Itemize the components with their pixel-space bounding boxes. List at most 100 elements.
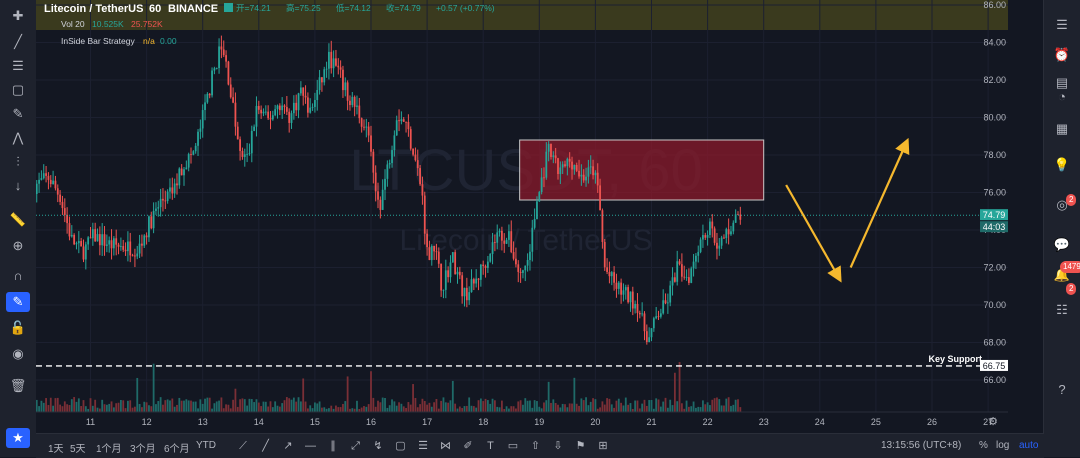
- volume-bar: [638, 408, 641, 412]
- candle-body: [105, 244, 108, 246]
- candle-body: [255, 105, 258, 127]
- hotlist-icon[interactable]: ☷: [1056, 302, 1068, 317]
- timeframe-4[interactable]: 6个月: [164, 444, 190, 455]
- resistance-zone[interactable]: [519, 139, 765, 201]
- clock-readout[interactable]: 13:15:56 (UTC+8): [881, 440, 962, 451]
- annotation-icon[interactable]: ✎: [12, 106, 24, 121]
- chat-icon[interactable]: 💬: [1053, 237, 1071, 252]
- auto-toggle[interactable]: auto: [1019, 440, 1039, 451]
- candle-body: [578, 170, 580, 177]
- candle-body: [183, 169, 185, 176]
- candle-body: [241, 150, 244, 157]
- data-window-icon[interactable]: ▤: [1055, 75, 1069, 90]
- path-icon[interactable]: ↯: [373, 440, 383, 452]
- watchlist-icon[interactable]: ☰: [1056, 17, 1068, 32]
- magnet-icon[interactable]: ∩: [13, 268, 23, 283]
- volume-bar: [255, 399, 258, 412]
- prediction-icon[interactable]: ⫶: [16, 154, 20, 169]
- volume-bar: [547, 381, 550, 412]
- zoom-icon[interactable]: ⊕: [12, 238, 24, 253]
- volume-bar: [276, 405, 279, 412]
- time-tick-label: 19: [534, 417, 544, 427]
- log-toggle[interactable]: log: [996, 440, 1010, 451]
- timeframe-2[interactable]: 1个月: [96, 444, 122, 455]
- volume-bar: [157, 401, 160, 412]
- price-chart[interactable]: LTCUSDT, 60 Litecoin / TetherUS Key Supp…: [36, 0, 1012, 433]
- crosshair-icon[interactable]: ✚: [12, 8, 24, 23]
- candle-body: [482, 264, 485, 267]
- volume-bar: [178, 397, 181, 412]
- candle-body: [587, 167, 590, 177]
- clock-icon[interactable]: ◔: [1058, 89, 1066, 104]
- pattern-icon[interactable]: ⋀: [12, 130, 24, 145]
- volume-bar: [566, 407, 569, 412]
- eye-icon[interactable]: ◉: [12, 346, 24, 361]
- projection-arrows[interactable]: [785, 137, 910, 283]
- candle-body: [423, 195, 426, 234]
- volume-bar: [702, 400, 704, 412]
- timeframe-0[interactable]: 1天: [48, 444, 64, 455]
- trend-icon[interactable]: ⤢: [351, 440, 360, 452]
- draw-icon[interactable]: ⟋: [239, 440, 247, 452]
- fib-tool-icon[interactable]: ☰: [418, 440, 428, 452]
- volume-bar: [678, 362, 681, 412]
- flag-icon[interactable]: ⚑: [575, 440, 586, 452]
- trash-icon[interactable]: 🗑: [9, 378, 27, 393]
- ruler-icon[interactable]: 📏: [9, 212, 27, 227]
- volume-bar: [115, 403, 118, 412]
- volume-bar: [278, 406, 281, 412]
- trend-line-icon[interactable]: ╱: [14, 34, 22, 49]
- ideas-icon[interactable]: 💡: [1053, 157, 1071, 172]
- projection-arrow[interactable]: [849, 137, 910, 268]
- volume-bar: [36, 399, 38, 412]
- pattern-tool-icon[interactable]: ⋈: [440, 440, 451, 452]
- calendar-icon[interactable]: ▦: [1055, 121, 1069, 136]
- candle-body: [615, 282, 618, 289]
- time-axis[interactable]: 11 12 13 14 15 16 17 18 19 20 21 22 23 24 25 26 27⚙: [36, 411, 1008, 428]
- arrow-down-icon[interactable]: ↓: [14, 178, 22, 193]
- callout-icon[interactable]: ▭: [507, 440, 519, 452]
- timeframe-5[interactable]: YTD: [196, 440, 216, 451]
- candle-body: [463, 287, 466, 297]
- candle-body: [215, 68, 218, 69]
- volume-bar: [56, 397, 59, 412]
- candle-body: [557, 158, 559, 175]
- price-axis[interactable]: 66.0068.0070.0072.0074.0076.0078.0080.00…: [980, 0, 1012, 433]
- percent-toggle[interactable]: %: [979, 440, 988, 451]
- volume-bar: [666, 407, 669, 412]
- resistance-zone-rect[interactable]: [519, 139, 765, 201]
- channel-icon[interactable]: ∥: [330, 440, 336, 452]
- lock-drawing-icon[interactable]: ✎: [6, 292, 30, 312]
- line-tool-icon[interactable]: ╱: [262, 440, 269, 452]
- ray-icon[interactable]: ↗: [283, 440, 293, 452]
- candle-body: [346, 82, 349, 101]
- strategy-value: n/a: [143, 36, 155, 46]
- streams-icon[interactable]: ◎: [1056, 197, 1068, 212]
- volume-bar: [587, 405, 590, 412]
- favorites-icon[interactable]: ★: [6, 428, 30, 448]
- candle-body: [643, 313, 646, 332]
- rectangle-icon[interactable]: ▢: [11, 82, 25, 97]
- candle-body: [671, 277, 674, 286]
- arrow-up-tool-icon[interactable]: ⇧: [530, 440, 541, 452]
- horizontal-icon[interactable]: —: [305, 440, 316, 452]
- help-icon[interactable]: ?: [1058, 382, 1066, 397]
- text-tool-icon[interactable]: T: [487, 440, 494, 452]
- measure-icon[interactable]: ⊞: [598, 440, 608, 452]
- fib-icon[interactable]: ☰: [12, 58, 24, 73]
- volume-bar: [631, 408, 634, 412]
- timeframe-3[interactable]: 3个月: [130, 444, 156, 455]
- projection-arrow[interactable]: [785, 184, 842, 283]
- arrow-down-tool-icon[interactable]: ⇩: [553, 440, 563, 452]
- volume-bar: [461, 408, 464, 412]
- candle-body: [328, 51, 330, 69]
- settings-gear-icon[interactable]: ⚙: [988, 415, 998, 428]
- unlock-icon[interactable]: 🔓: [9, 320, 27, 335]
- brush-icon[interactable]: ✐: [463, 440, 473, 452]
- candle-body: [162, 198, 164, 201]
- rect-icon[interactable]: ▢: [395, 440, 406, 452]
- volume-bar: [739, 407, 742, 412]
- volume-bar: [479, 398, 482, 412]
- timeframe-1[interactable]: 5天: [70, 444, 86, 455]
- alerts-icon[interactable]: ⏰: [1053, 47, 1071, 62]
